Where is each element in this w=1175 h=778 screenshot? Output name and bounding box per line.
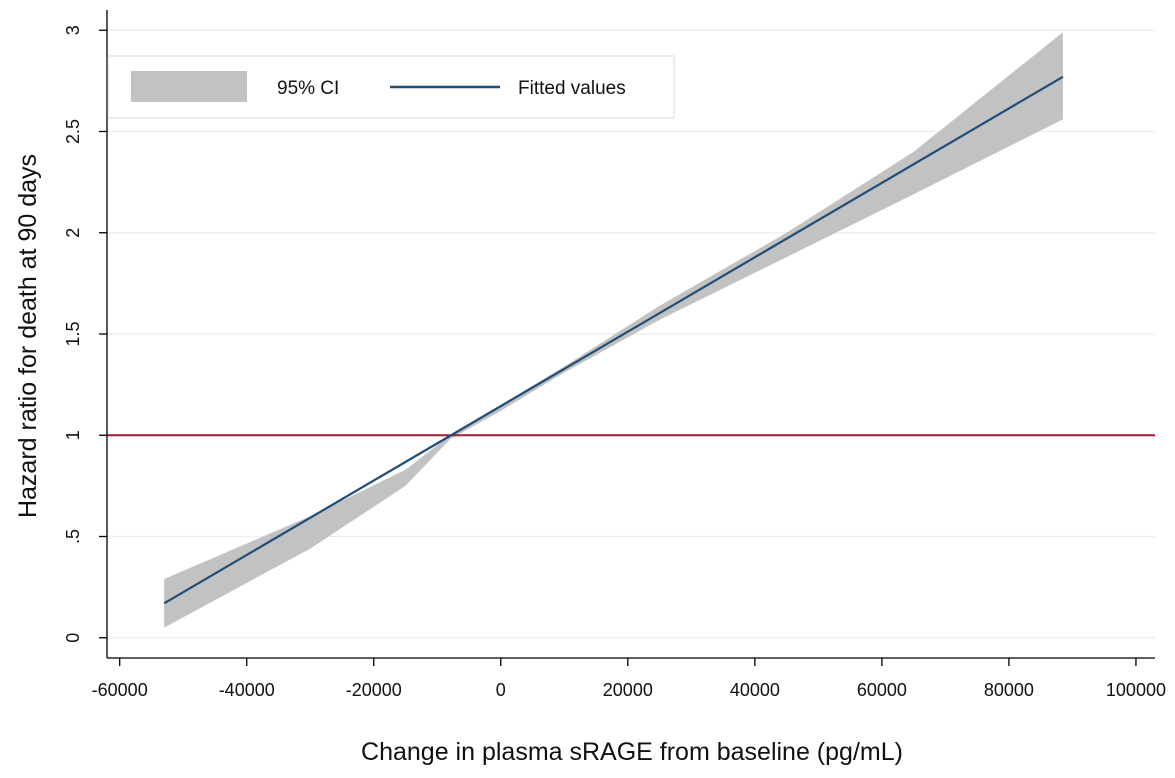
x-tick-label: 40000 [730,680,780,700]
y-tick-label: .5 [63,529,83,544]
y-tick-label: 1 [63,430,83,440]
series-layer [107,75,1155,605]
legend: 95% CI Fitted values [107,55,675,119]
x-tick-label: 80000 [984,680,1034,700]
x-tick-label: 60000 [857,680,907,700]
tick-labels: 0 .5 1 1.5 2 2.5 3 -60000 -40000 -20000 0 20000 4000… [63,25,1166,700]
legend-label-fitted: Fitted values [518,78,626,99]
y-tick-label: 3 [63,25,83,35]
ci-band-layer [164,32,1063,628]
x-tick-label: 20000 [603,680,653,700]
x-tick-label: 0 [496,680,506,700]
y-tick-label: 2 [63,228,83,238]
x-tick-label: -20000 [346,680,402,700]
x-tick-label: -40000 [219,680,275,700]
x-tick-label: 100000 [1106,680,1166,700]
legend-label-ci: 95% CI [277,78,339,99]
x-tick-label: -60000 [92,680,148,700]
ci-band [164,32,1063,628]
y-tick-label: 2.5 [63,119,83,144]
y-axis-title: Hazard ratio for death at 90 days [14,154,42,518]
y-tick-label: 1.5 [63,321,83,346]
axes [99,10,1155,666]
fitted-values-line [163,75,1064,605]
legend-swatch-ci-band [131,71,247,102]
y-tick-label: 0 [63,633,83,643]
x-axis-title: Change in plasma sRAGE from baseline (pg… [361,738,903,766]
